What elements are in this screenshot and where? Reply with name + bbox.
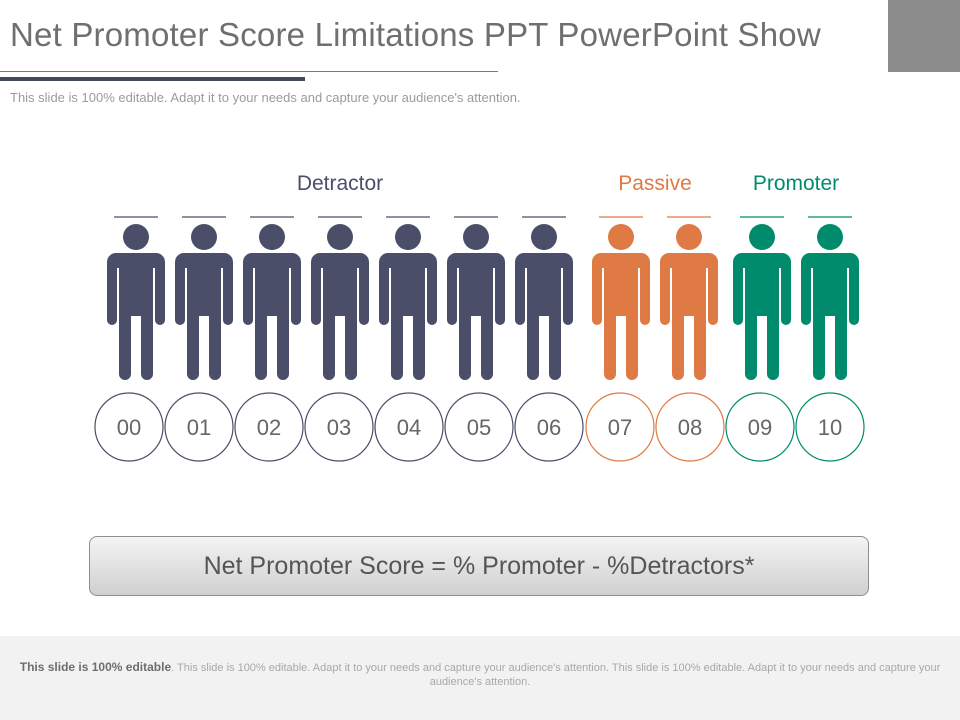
score-circle [514,392,584,462]
score-label: 05 [467,415,491,440]
score-label: 01 [187,415,211,440]
footer-bold-text: This slide is 100% editable [19,660,172,674]
score-label: 04 [397,415,421,440]
group-label-promoter: Promoter [752,172,840,195]
person-icon [733,224,791,380]
score-label: 03 [327,415,351,440]
score-circle [304,392,374,462]
slide-title: Net Promoter Score Limitations PPT Power… [10,16,821,53]
footer-text: This slide is 100% editable. This slide … [14,660,946,689]
score-people-diagram: 00 01 02 03 04 05 06 07 08 09 10 [94,216,865,462]
title-underline-thin [0,71,498,72]
score-label: 08 [678,415,702,440]
corner-accent-block [888,0,960,72]
score-circle [795,392,865,462]
score-circle [725,392,795,462]
group-label-passive: Passive [618,172,692,195]
person-icon [515,224,573,380]
person-icon [660,224,718,380]
nps-formula-box: Net Promoter Score = % Promoter - %Detra… [89,536,869,596]
score-label: 09 [748,415,772,440]
score-label: 02 [257,415,281,440]
score-label: 00 [117,415,141,440]
group-label-detractor: Detractor [296,172,384,195]
score-circle [234,392,304,462]
nps-formula-text: Net Promoter Score = % Promoter - %Detra… [203,551,755,580]
person-icon [243,224,301,380]
person-icon [801,224,859,380]
score-label: 06 [537,415,561,440]
person-icon [311,224,369,380]
footer-body-text: . This slide is 100% editable. Adapt it … [171,662,941,688]
person-icon [447,224,505,380]
person-icon [379,224,437,380]
score-circle [164,392,234,462]
score-circle [444,392,514,462]
score-circle [585,392,655,462]
score-circle [374,392,444,462]
score-label: 07 [608,415,632,440]
person-icon [107,224,165,380]
person-icon [592,224,650,380]
slide-subtitle: This slide is 100% editable. Adapt it to… [10,90,521,105]
score-circle [94,392,164,462]
footer-bar: This slide is 100% editable. This slide … [0,636,960,720]
person-icon [175,224,233,380]
score-label: 10 [818,415,842,440]
title-underline-thick [0,77,305,81]
score-circle [655,392,725,462]
